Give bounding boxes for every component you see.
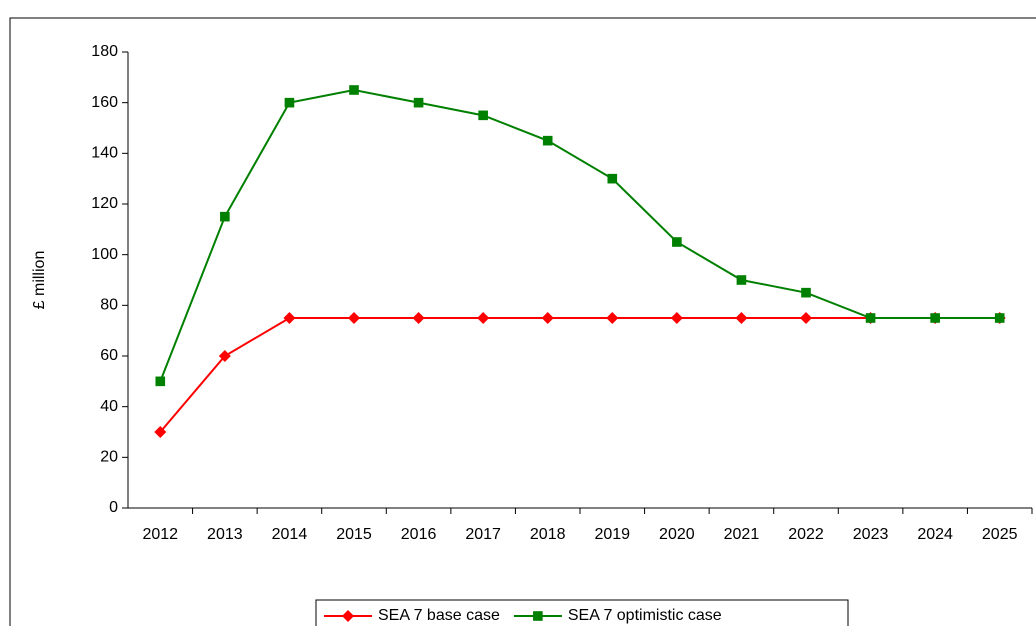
marker [670,312,683,324]
legend-box [315,599,849,626]
marker [606,312,619,324]
marker [994,313,1005,323]
marker [342,610,354,622]
marker [801,287,811,298]
x-tick-label: 2021 [724,526,760,543]
marker [607,173,618,184]
series-line [159,88,1000,382]
y-tick-label: 180 [91,43,118,60]
x-tick-label: 2025 [982,526,1018,543]
marker [735,312,748,324]
x-tick-label: 2023 [853,526,889,543]
marker [736,275,747,285]
marker [533,611,543,621]
y-tick-label: 160 [91,94,118,111]
marker [865,313,876,323]
y-tick-label: 140 [91,145,118,162]
x-tick-label: 2017 [465,526,501,543]
marker [413,97,424,108]
legend-label: SEA 7 base case [378,607,500,624]
marker [412,312,425,324]
marker [348,312,360,324]
marker [541,312,554,324]
x-tick-label: 2024 [917,526,953,543]
y-tick-label: 20 [100,449,118,466]
y-tick-label: 100 [91,246,118,263]
marker [284,97,295,108]
y-tick-label: 60 [100,347,118,364]
marker [542,135,553,146]
marker [930,313,940,323]
x-tick-label: 2012 [142,526,178,543]
x-tick-label: 2022 [788,526,824,543]
y-axis-label: £ million [31,251,48,310]
x-tick-label: 2014 [272,526,308,543]
y-tick-label: 40 [100,398,118,415]
marker [283,312,296,324]
marker [349,85,359,95]
series-line [159,317,1000,433]
marker [154,426,167,438]
y-tick-label: 120 [91,195,118,212]
y-tick-label: 80 [100,297,118,314]
x-tick-label: 2013 [207,526,243,543]
x-tick-label: 2020 [659,526,695,543]
x-tick-label: 2015 [336,526,372,543]
y-tick-label: 0 [109,499,118,516]
marker [800,312,812,324]
marker [220,211,230,222]
marker [478,110,488,121]
marker [218,350,231,362]
marker [155,376,166,387]
x-tick-label: 2019 [594,526,630,543]
x-tick-label: 2016 [401,526,437,543]
marker [672,237,682,247]
chart-frame [9,17,1036,626]
x-tick-label: 2018 [530,526,566,543]
legend-label: SEA 7 optimistic case [568,607,722,624]
marker [477,312,490,324]
